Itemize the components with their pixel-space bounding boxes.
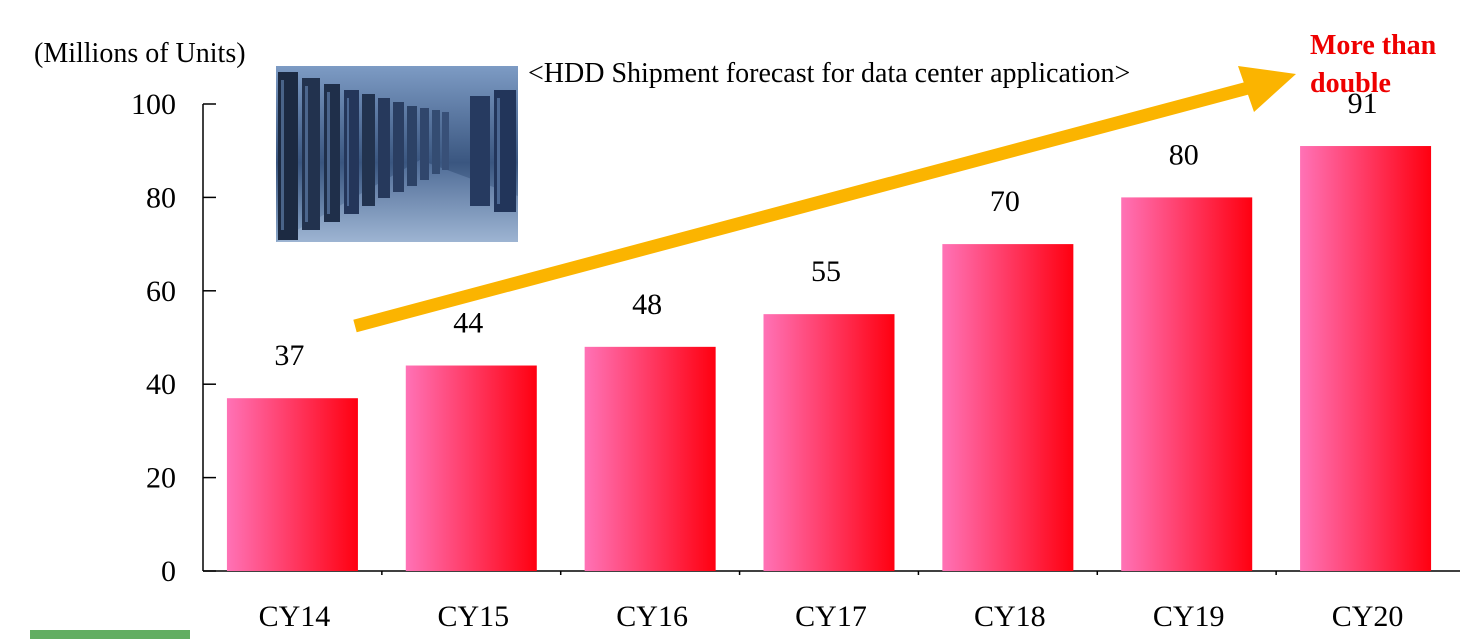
data-center-photo	[276, 66, 518, 242]
trend-arrow	[353, 66, 1296, 333]
value-label: 44	[453, 307, 483, 340]
bar-cy15	[405, 365, 537, 571]
y-tick-label: 40	[146, 368, 176, 401]
category-label: CY14	[259, 600, 331, 633]
annotation-line-2: double	[1310, 68, 1391, 99]
bar-cy14	[226, 398, 358, 571]
y-tick-label: 20	[146, 462, 176, 495]
category-label: CY16	[616, 600, 688, 633]
value-label: 91	[1348, 87, 1378, 120]
value-label: 48	[632, 288, 662, 321]
y-tick-label: 60	[146, 275, 176, 308]
bottom-logo-fragment	[30, 630, 190, 639]
y-unit-label: (Millions of Units)	[34, 38, 246, 69]
bar-cy18	[942, 244, 1074, 571]
category-labels: CY14 CY15 CY16 CY17 CY18 CY19 CY20	[259, 600, 1404, 633]
y-tick-label: 100	[131, 88, 176, 121]
category-label: CY19	[1153, 600, 1225, 633]
bar-cy20	[1300, 146, 1432, 571]
value-label: 55	[811, 255, 841, 288]
bar-cy19	[1121, 197, 1253, 571]
y-axis-ticks: 0 20 40 60 80 100	[131, 88, 216, 588]
category-label: CY17	[795, 600, 867, 633]
y-tick-label: 0	[161, 555, 176, 588]
bar-cy16	[584, 346, 716, 571]
chart-title: <HDD Shipment forecast for data center a…	[528, 58, 1130, 89]
category-label: CY18	[974, 600, 1046, 633]
value-labels: 37 44 48 55 70 80 91	[274, 87, 1377, 372]
category-label: CY15	[437, 600, 509, 633]
annotation-line-1: More than	[1310, 30, 1437, 61]
bars	[226, 146, 1432, 571]
value-label: 70	[990, 185, 1020, 218]
value-label: 37	[274, 339, 304, 372]
bar-cy17	[763, 314, 895, 571]
category-label: CY20	[1332, 600, 1404, 633]
value-label: 80	[1169, 138, 1199, 171]
y-tick-label: 80	[146, 181, 176, 214]
